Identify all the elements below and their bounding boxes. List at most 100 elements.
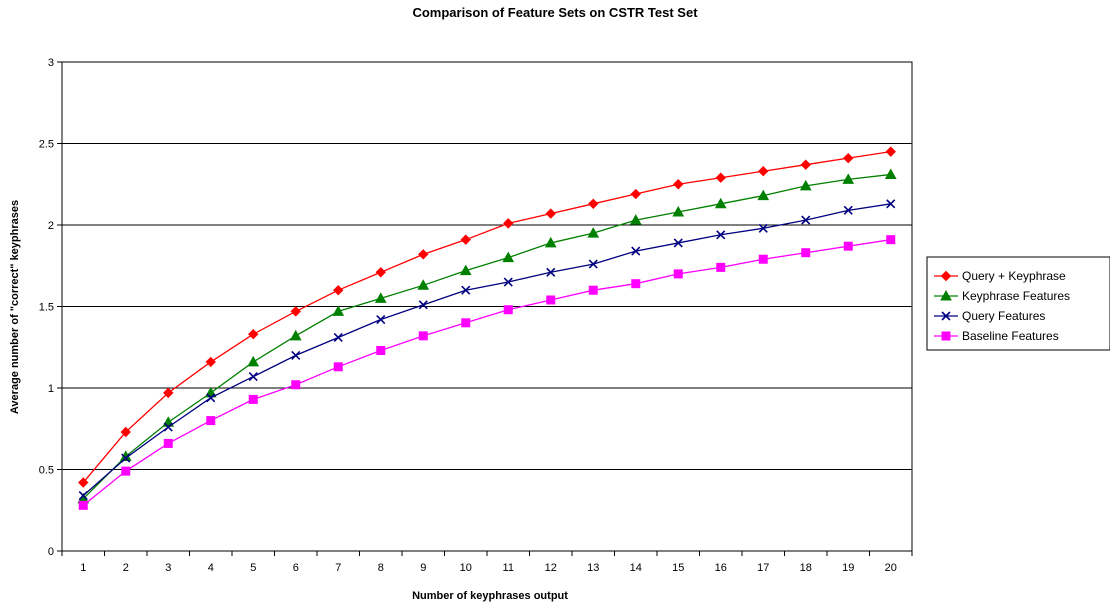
data-point (673, 269, 683, 279)
data-point (588, 198, 599, 210)
data-point (842, 173, 855, 184)
x-marker-stroke (206, 393, 216, 403)
x-tick-label: 18 (800, 562, 812, 574)
data-point (206, 393, 216, 403)
data-point (120, 426, 131, 438)
data-point (163, 387, 174, 399)
data-point (503, 218, 514, 229)
data-point (417, 279, 430, 290)
data-point (630, 188, 641, 200)
data-point (546, 267, 556, 277)
x-marker-stroke (503, 277, 513, 287)
data-point (333, 332, 343, 343)
data-point (376, 314, 386, 325)
legend-box (926, 256, 1110, 351)
data-point (801, 215, 811, 225)
y-tick-label: 1.5 (39, 302, 54, 314)
y-tick-label: 2 (48, 220, 54, 232)
x-tick-label: 19 (842, 562, 854, 574)
x-marker-stroke (758, 223, 768, 233)
data-point (714, 197, 727, 209)
x-tick-label: 8 (378, 562, 384, 574)
x-marker-stroke (376, 314, 386, 325)
x-tick-label: 3 (165, 562, 171, 574)
data-point (163, 422, 173, 432)
legend-item: Query + Keyphrase (934, 269, 1066, 283)
series-1 (77, 168, 897, 504)
x-marker-stroke (941, 311, 951, 321)
x-marker-stroke (673, 238, 683, 248)
data-point (418, 300, 428, 310)
legend-item: Keyphrase Features (934, 289, 1070, 303)
legend-swatch-marker (941, 331, 951, 341)
chart-title: Comparison of Feature Sets on CSTR Test … (412, 5, 698, 20)
series-line (82, 173, 891, 500)
data-point (502, 251, 515, 263)
data-point (629, 214, 642, 225)
x-tick-label: 20 (885, 562, 897, 574)
x-marker-stroke (291, 350, 301, 360)
x-marker-stroke (546, 267, 556, 277)
data-point (205, 356, 216, 368)
data-point (799, 179, 812, 191)
data-point (121, 453, 131, 463)
x-marker-stroke (78, 491, 88, 501)
series-0 (78, 146, 896, 488)
x-marker-stroke (333, 332, 343, 343)
legend-label: Query + Keyphrase (962, 269, 1066, 283)
data-point (886, 235, 896, 245)
data-point (333, 284, 344, 296)
gridlines (62, 143, 912, 470)
data-point (546, 295, 556, 305)
x-marker-stroke (248, 372, 258, 382)
data-point (374, 292, 387, 303)
x-tick-label: 4 (208, 562, 214, 574)
legend-label: Keyphrase Features (962, 289, 1070, 303)
x-marker-stroke (716, 230, 726, 240)
data-point (588, 259, 598, 269)
data-point (672, 205, 685, 217)
series-line (82, 151, 891, 483)
data-point (375, 267, 386, 278)
x-marker-stroke (461, 285, 471, 295)
x-tick-label: 10 (460, 562, 472, 574)
x-tick-label: 7 (335, 562, 341, 574)
legend-swatch-marker (940, 270, 952, 282)
data-point (716, 230, 726, 240)
data-point (460, 234, 471, 245)
legend-item: Baseline Features (934, 329, 1059, 343)
data-point (801, 248, 811, 258)
x-marker-stroke (418, 300, 428, 310)
data-point (247, 355, 260, 367)
data-point (843, 152, 854, 164)
y-axis-label: Average number of "correct" keyphrases (9, 200, 21, 414)
data-point (843, 205, 853, 215)
x-axis-label: Number of keyphrases output (412, 590, 568, 602)
data-point (291, 350, 301, 360)
legend-label: Query Features (962, 309, 1045, 323)
data-point (757, 189, 770, 201)
data-point (248, 394, 258, 404)
x-marker-stroke (588, 259, 598, 269)
y-tick-label: 1 (48, 383, 54, 395)
series-2 (78, 199, 896, 501)
data-point (163, 438, 173, 448)
series-3 (78, 235, 896, 510)
y-tick-label: 2.5 (39, 139, 54, 151)
legend-item: Query Features (934, 309, 1045, 323)
series-line (82, 239, 891, 506)
x-marker-stroke (121, 453, 131, 463)
x-marker-stroke (886, 199, 896, 209)
data-point (121, 466, 131, 476)
x-tick-label: 2 (123, 562, 129, 574)
data-point (248, 372, 258, 382)
data-point (78, 477, 89, 488)
data-point (758, 166, 769, 177)
data-point (631, 246, 641, 256)
x-marker-stroke (801, 215, 811, 225)
data-point (544, 236, 557, 248)
data-point (885, 146, 896, 157)
data-point (206, 416, 216, 426)
data-point (459, 264, 472, 276)
